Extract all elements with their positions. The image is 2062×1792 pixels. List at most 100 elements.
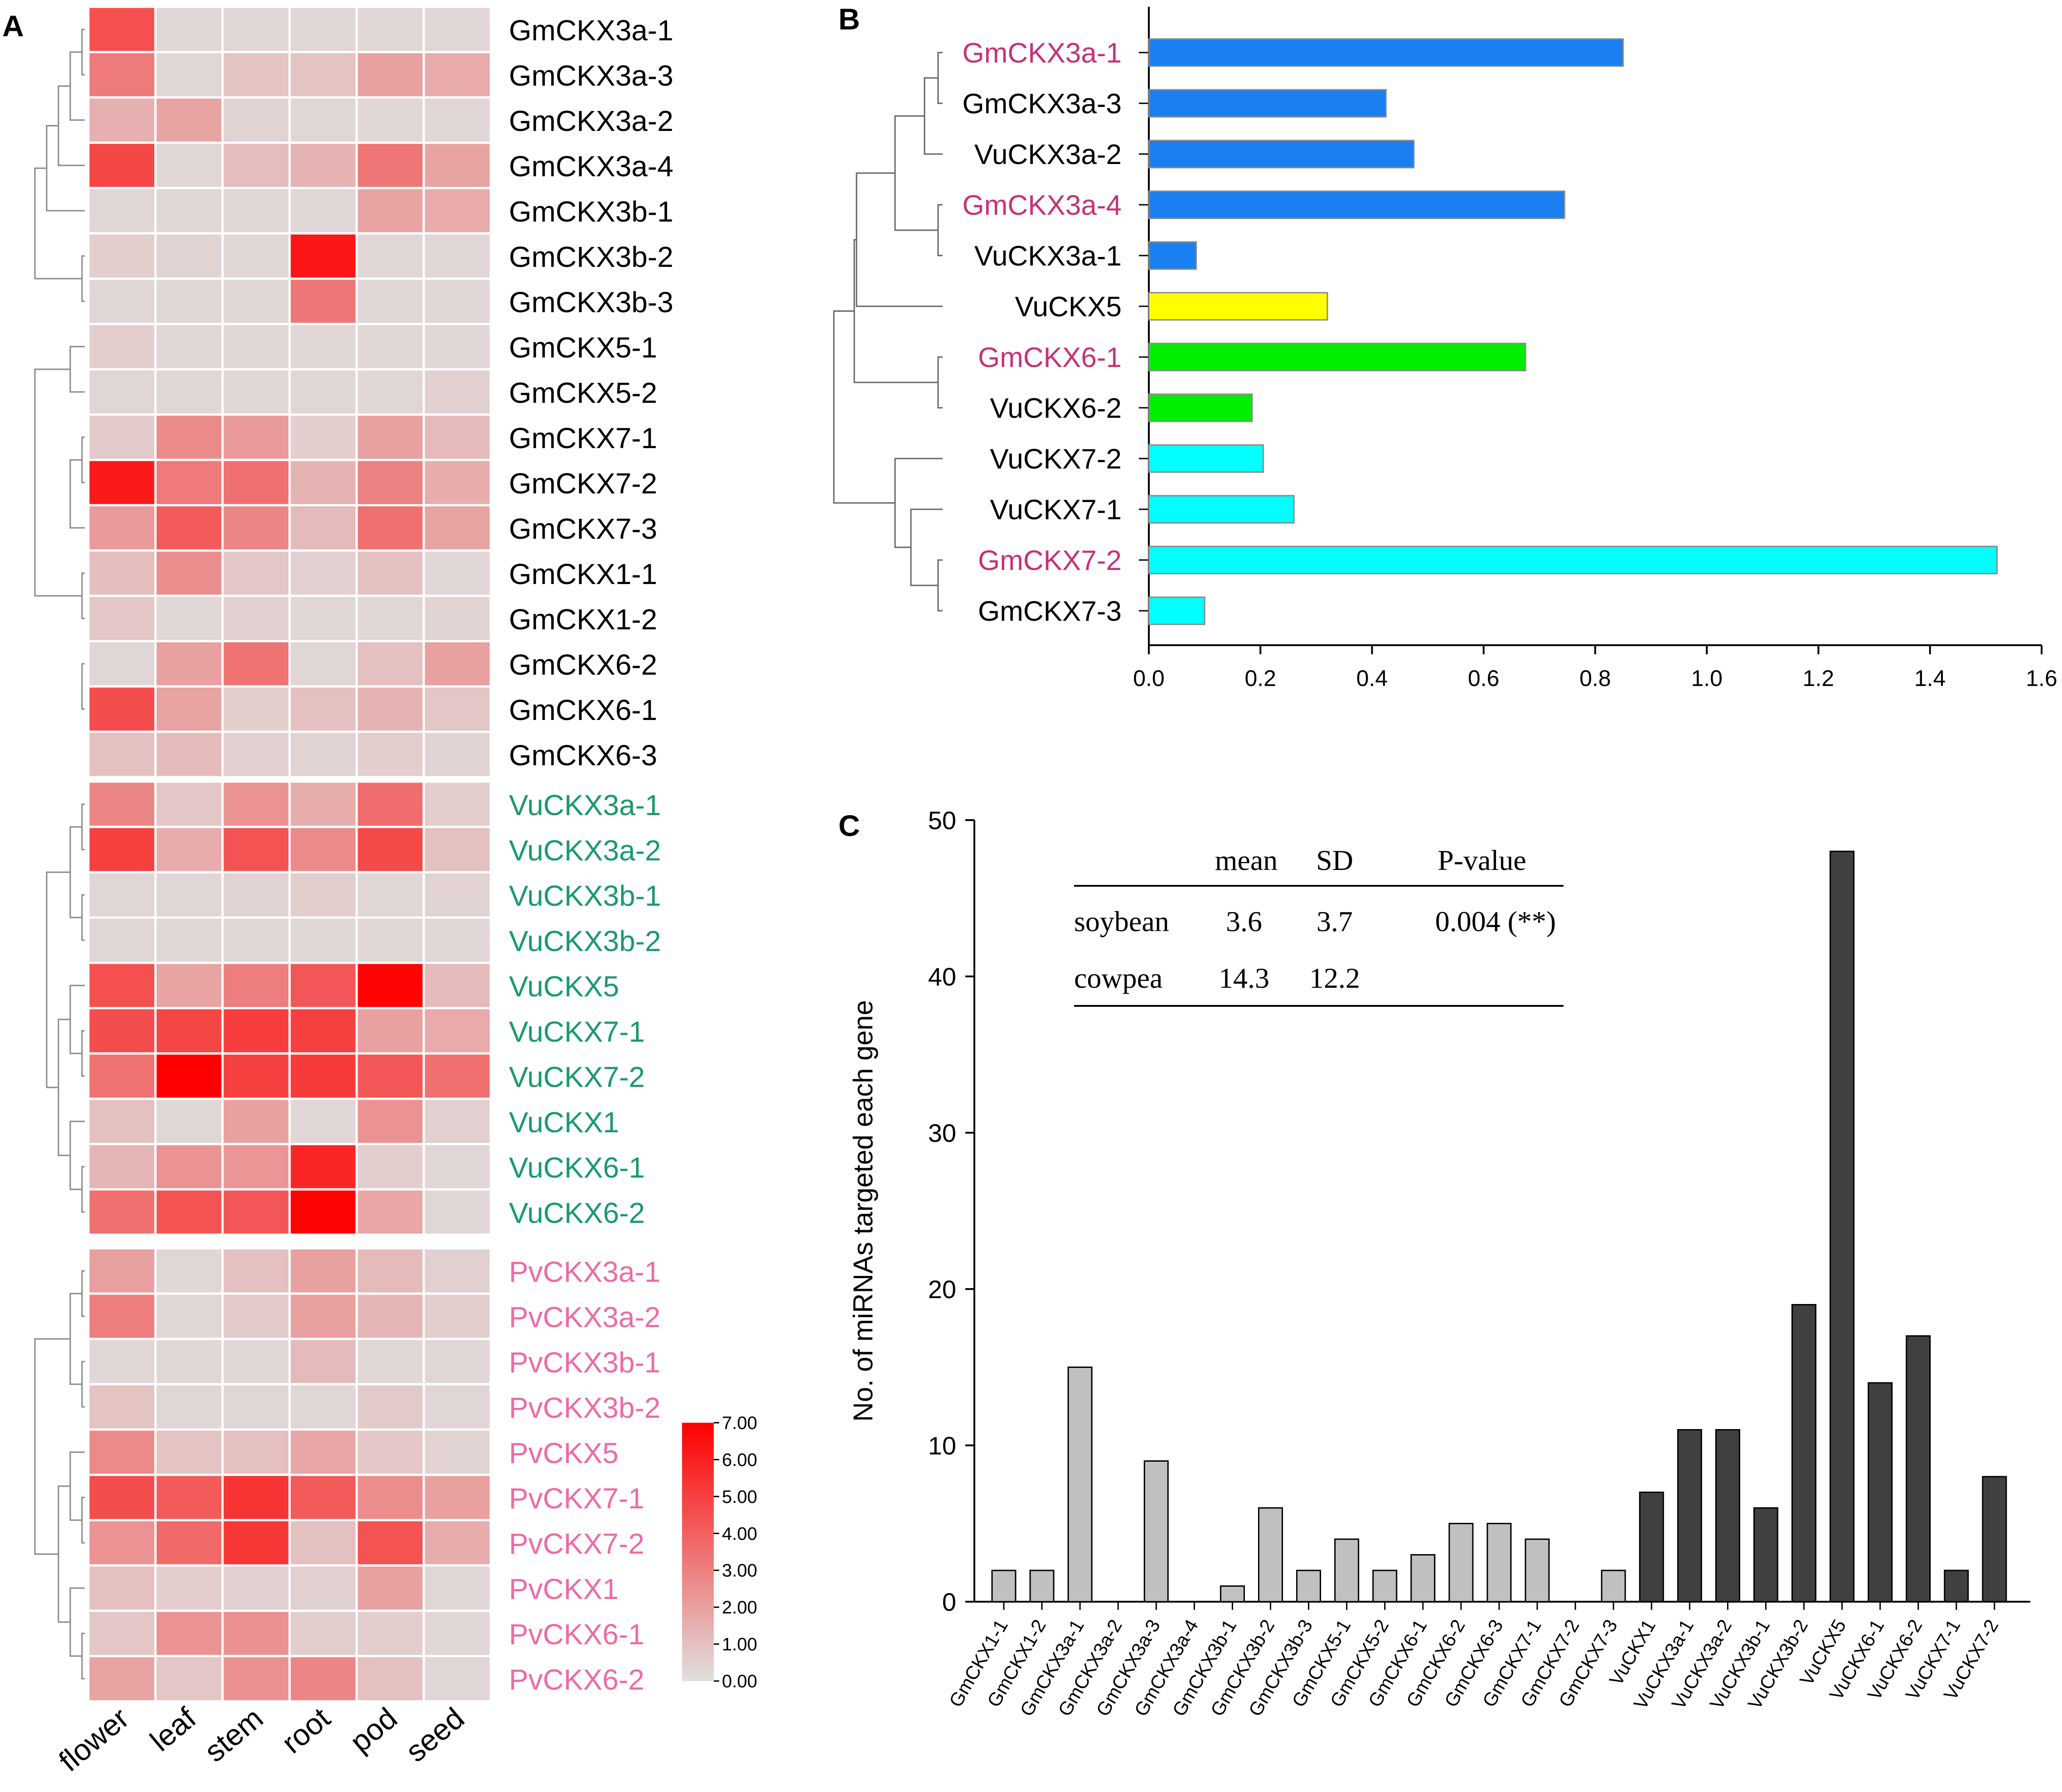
bar: [1148, 444, 1264, 473]
heatmap-cell: [87, 640, 157, 688]
bar: [1830, 850, 1855, 1603]
heatmap-cell: [154, 1519, 224, 1567]
heatmap-cell: [288, 1428, 358, 1476]
heatmap-cell: [288, 1097, 358, 1145]
x-tick-label: 1.0: [1691, 666, 1723, 691]
x-tick-label: 1.2: [1803, 666, 1835, 691]
heatmap-cell: [422, 1097, 492, 1145]
dendrogram-link: [81, 1030, 85, 1077]
heatmap-cell: [355, 141, 425, 189]
tree-branch: [856, 172, 943, 307]
heatmap-cell: [355, 826, 425, 874]
heatmap-row-label: VuCKX6-2: [509, 1197, 645, 1229]
dendrogram-link: [58, 85, 85, 166]
heatmap-cell: [87, 323, 157, 371]
table-p-value: 0.004 (**): [1435, 905, 1556, 937]
heatmap-cell: [87, 5, 157, 53]
dendrogram-link: [81, 436, 85, 483]
heatmap-panel: GmCKX3a-1 GmCKX3a-3 GmCKX3a-2 GmCKX3a-4 GmCK…: [34, 5, 757, 1778]
panel-label-b: B: [838, 2, 860, 36]
heatmap-cell: [154, 5, 224, 53]
bar-category-label: GmCKX3a-1: [963, 38, 1122, 69]
heatmap-cell: [87, 549, 157, 597]
heatmap-cell: [154, 1292, 224, 1340]
heatmap-row-label: GmCKX6-3: [509, 739, 657, 772]
heatmap-row-label: GmCKX6-2: [509, 648, 657, 681]
heatmap-cell: [355, 730, 425, 778]
bar: [1148, 89, 1387, 118]
heatmap-cell: [87, 141, 157, 189]
heatmap-cell: [355, 1143, 425, 1191]
heatmap-cell: [221, 1188, 291, 1236]
bar: [1715, 1429, 1740, 1603]
y-tick-label: 30: [928, 1119, 956, 1147]
heatmap-cell: [422, 640, 492, 688]
heatmap-cell: [288, 232, 358, 280]
heatmap-cell: [87, 1007, 157, 1055]
heatmap-cell: [422, 187, 492, 235]
heatmap-cell: [221, 1247, 291, 1295]
heatmap-cell: [87, 187, 157, 235]
heatmap-cell: [154, 504, 224, 552]
heatmap-cell: [87, 504, 157, 552]
bar: [1448, 1523, 1474, 1603]
heatmap-cell: [87, 1247, 157, 1295]
heatmap-cell: [221, 916, 291, 964]
y-tick-label: 50: [928, 806, 956, 835]
panel-label-c: C: [838, 809, 860, 842]
x-tick-label: 0.8: [1579, 666, 1611, 691]
bar: [1148, 343, 1526, 372]
heatmap-cell: [288, 413, 358, 461]
heatmap-cell: [154, 1097, 224, 1145]
heatmap-cell: [154, 549, 224, 597]
heatmap-cell: [154, 187, 224, 235]
heatmap-cell: [154, 826, 224, 874]
heatmap-row-label: VuCKX1: [509, 1106, 619, 1139]
tree-branch: [833, 310, 895, 504]
heatmap-cell: [154, 51, 224, 99]
heatmap-cell: [154, 323, 224, 371]
bar: [1296, 1570, 1321, 1603]
heatmap-cell: [422, 1247, 492, 1295]
vertical-bar-panel: 0 10 20 30 40 50 No. of miRNAs targeted each g…: [848, 806, 2030, 1720]
heatmap-cell: [288, 1519, 358, 1567]
heatmap-cell: [154, 141, 224, 189]
heatmap-cell: [355, 1609, 425, 1657]
heatmap-cell: [422, 961, 492, 1010]
heatmap-cell: [422, 1473, 492, 1522]
tree-branch: [894, 458, 943, 548]
heatmap-cell: [221, 1338, 291, 1386]
heatmap-cell: [288, 730, 358, 778]
heatmap-column-label: flower: [53, 1701, 135, 1778]
heatmap-cell: [355, 1519, 425, 1567]
heatmap-cell: [87, 1428, 157, 1476]
heatmap-cell: [221, 549, 291, 597]
tree-branch: [894, 115, 938, 231]
dendrogram-link: [81, 803, 85, 850]
heatmap-cell: [355, 96, 425, 144]
colorbar-tick-label: 6.00: [722, 1450, 757, 1470]
heatmap-cell: [87, 413, 157, 461]
heatmap-cell: [154, 1188, 224, 1236]
heatmap-cell: [355, 51, 425, 99]
heatmap-cell: [422, 685, 492, 733]
colorbar-tick-label: 0.00: [722, 1671, 757, 1691]
heatmap-cell: [154, 1564, 224, 1612]
table-header: mean: [1215, 844, 1278, 876]
heatmap-cell: [355, 1292, 425, 1340]
bar-category-label: VuCKX6-2: [990, 393, 1122, 424]
heatmap-cell: [221, 961, 291, 1010]
heatmap-cell: [221, 504, 291, 552]
bar: [1143, 1460, 1169, 1603]
heatmap-column-label: pod: [344, 1701, 403, 1758]
bar: [991, 1570, 1016, 1603]
heatmap-cell: [355, 504, 425, 552]
heatmap-cell: [221, 323, 291, 371]
heatmap-cell: [288, 141, 358, 189]
heatmap-row-label: PvCKX1: [509, 1573, 619, 1605]
heatmap-cell: [154, 459, 224, 507]
heatmap-cell: [288, 685, 358, 733]
bar: [1067, 1367, 1093, 1603]
bar: [1220, 1585, 1245, 1603]
